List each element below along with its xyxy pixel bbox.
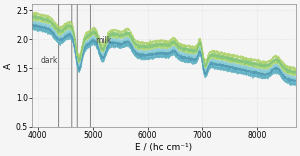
- Text: milk: milk: [95, 36, 111, 45]
- X-axis label: E / (hc cm⁻¹): E / (hc cm⁻¹): [136, 143, 193, 152]
- Text: dark: dark: [40, 56, 58, 65]
- Y-axis label: A: A: [4, 62, 13, 69]
